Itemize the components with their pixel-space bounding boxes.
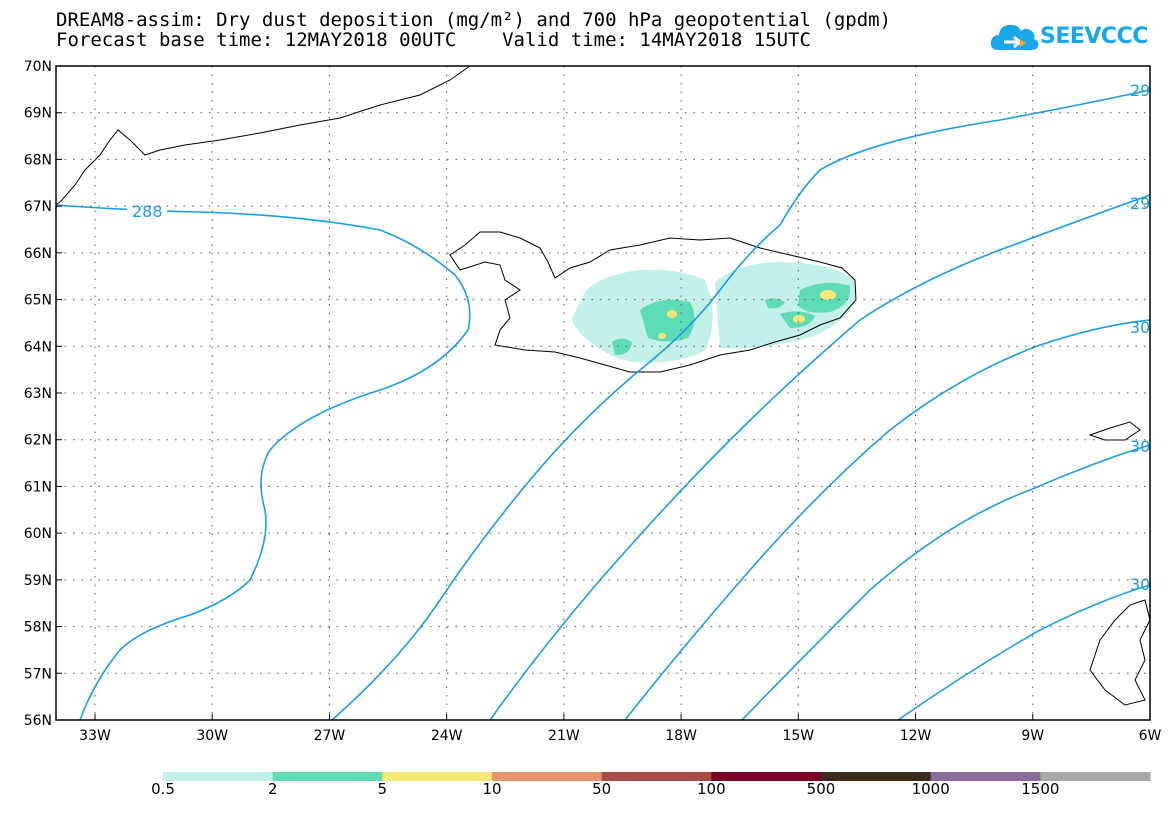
dust-moderate-2 [612,338,632,356]
contour-label-30a: 30 [1130,318,1150,337]
latitude-labels: 70N 69N 68N 67N 66N 65N 64N 63N 62N 61N 60N 59N 58N 5… [24,59,52,729]
lat-label: 57N [24,666,52,682]
legend-swatch [1040,772,1151,781]
seevccc-logo: SEEVCCC [990,20,1148,54]
dust-high-4 [658,333,666,339]
lat-label: 68N [24,152,52,168]
contour-line-2 [331,89,1151,721]
contour-label-30c: 30 [1130,575,1150,594]
greenland-coast [55,65,471,206]
legend-label: 500 [806,780,836,798]
contour-label-288: 288 [132,202,163,221]
lat-label: 59N [24,573,52,589]
dust-moderate-1 [640,299,695,342]
contour-label-30b: 30 [1130,437,1150,456]
lat-label: 61N [24,479,52,495]
legend-swatch [711,772,822,781]
legend-swatch [930,772,1041,781]
legend-swatch [382,772,493,781]
contour-label-29a: 29 [1130,81,1150,100]
contour-label-29b: 29 [1130,194,1150,213]
legend-swatch [272,772,383,781]
lon-label: 9W [1021,728,1044,744]
longitude-labels: 33W 30W 27W 24W 21W 18W 15W 12W 9W 6W [79,728,1161,744]
legend-swatch [163,772,274,781]
lat-label: 69N [24,106,52,122]
lon-label: 18W [665,728,697,744]
legend-swatch [492,772,603,781]
lon-label: 15W [782,728,814,744]
legend-label: 10 [482,780,502,798]
coastlines [55,65,1151,706]
legend-label: 1000 [911,780,950,798]
map-frame [55,65,1151,721]
lon-label: 30W [196,728,228,744]
dust-high-3 [667,310,677,318]
dust-high-2 [793,315,805,323]
map-subtitle-times: Forecast base time: 12MAY2018 00UTC Vali… [56,29,811,51]
lon-label: 33W [79,728,111,744]
legend-label: 2 [267,780,278,798]
legend-label: 50 [592,780,612,798]
lon-label: 24W [431,728,463,744]
lat-label: 58N [24,620,52,636]
legend-swatch [821,772,932,781]
lat-label: 63N [24,386,52,402]
logo-text: SEEVCCC [1040,24,1148,49]
lon-label: 21W [548,728,580,744]
legend-label: 0.5 [151,780,175,798]
dust-high-1 [820,290,836,300]
contour-line-4 [624,319,1151,721]
lat-label: 67N [24,199,52,215]
dust-shading [572,262,856,363]
lat-label: 64N [24,339,52,355]
legend-label: 1500 [1021,780,1060,798]
scotland-coast [1089,599,1151,706]
lon-label: 6W [1139,728,1162,744]
contour-line-3 [489,194,1151,721]
dust-moderate-5 [765,298,785,309]
legend-swatch [601,772,712,781]
iceland-coast [449,231,857,373]
lat-label: 66N [24,246,52,262]
contour-line-6 [897,584,1151,721]
lon-label: 27W [314,728,346,744]
graticule [56,65,1151,721]
legend-colorbar [163,772,1151,781]
legend-label: 5 [377,780,388,798]
map-title: DREAM8-assim: Dry dust deposition (mg/m²… [56,9,892,31]
lat-label: 56N [24,713,52,729]
lat-label: 65N [24,293,52,309]
faroe-coast [1088,421,1141,441]
contour-line-5 [741,444,1151,721]
lon-label: 12W [900,728,932,744]
lat-label: 70N [24,59,52,75]
cloud-logo-icon [990,24,1039,50]
legend-label: 100 [697,780,726,798]
lat-label: 62N [24,433,52,449]
lat-label: 60N [24,526,52,542]
contour-288 [55,204,471,721]
geopotential-contours [55,89,1151,721]
